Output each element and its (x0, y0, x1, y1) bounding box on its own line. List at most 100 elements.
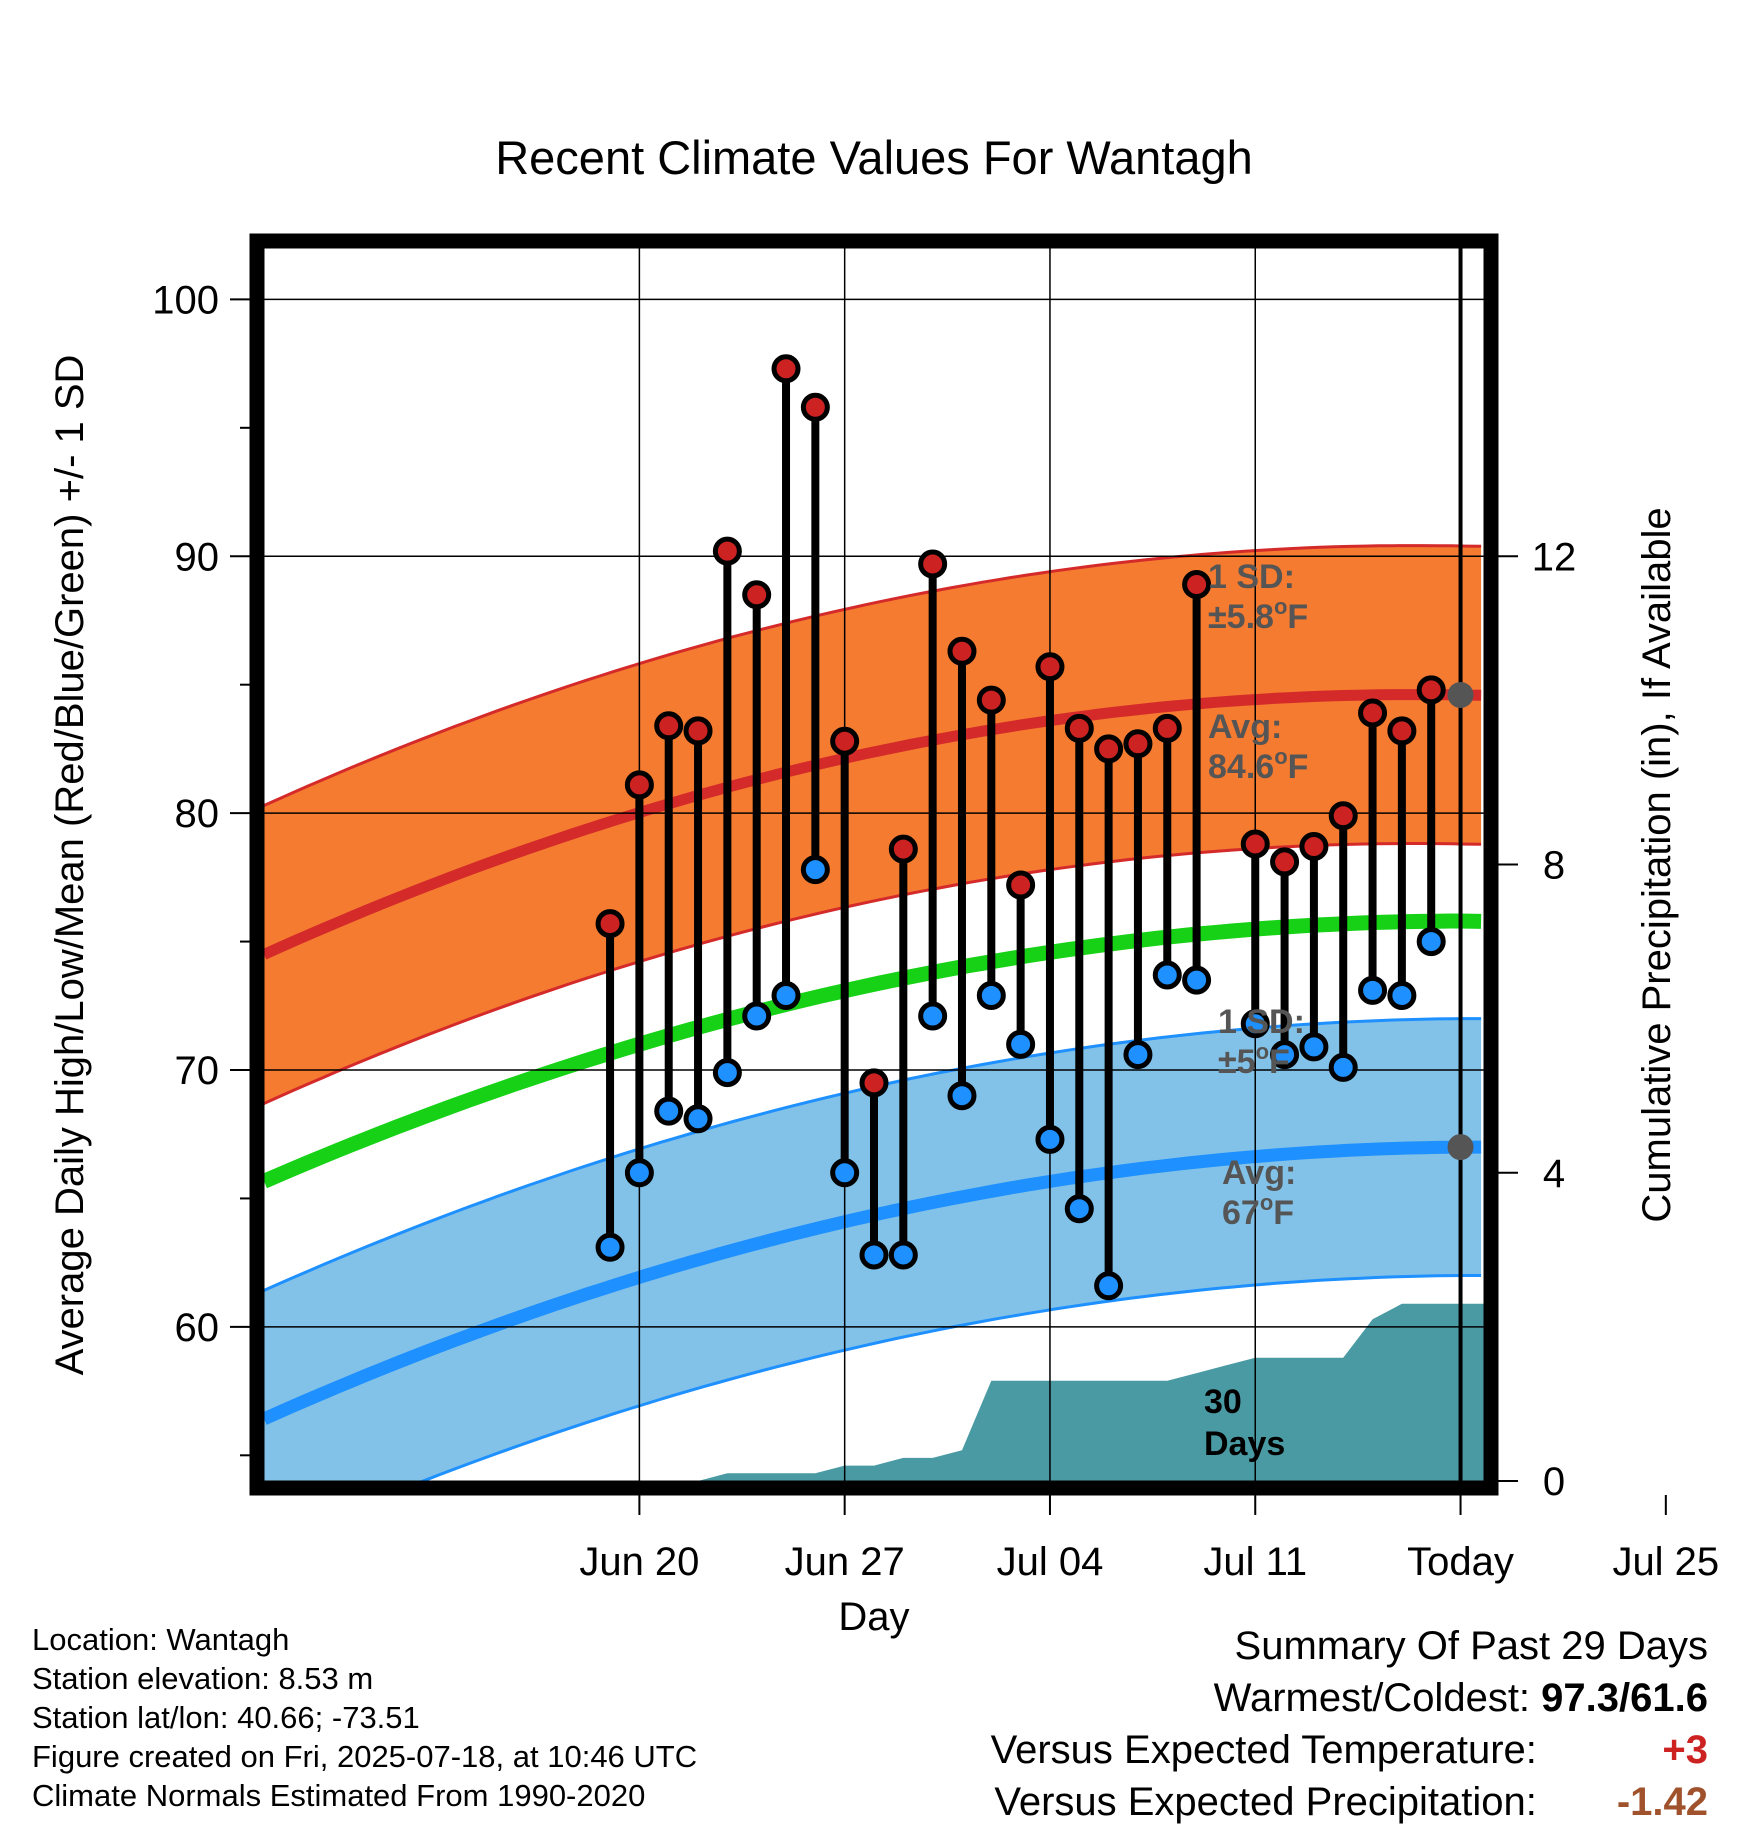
daily-low-point (1358, 975, 1388, 1005)
high-sd-annotation-value: ±5.8 (1208, 598, 1274, 636)
daily-low-point (947, 1081, 977, 1111)
normal-low-today-marker (1447, 1134, 1474, 1161)
warm-cold-label: Warmest/Coldest: (1213, 1676, 1531, 1720)
x-axis-label: Day (838, 1595, 909, 1639)
daily-high-point (888, 834, 918, 864)
y-tick-label-left: 60 (175, 1306, 220, 1350)
daily-low-point (1328, 1052, 1358, 1082)
daily-low-point (1152, 960, 1182, 990)
daily-high-point (742, 580, 772, 610)
normals-text: Climate Normals Estimated From 1990-2020 (32, 1778, 646, 1813)
precip-label: Versus Expected Precipitation: (994, 1780, 1537, 1824)
daily-low-point (595, 1232, 625, 1262)
y-tick-label-right: 4 (1543, 1152, 1565, 1196)
low-avg-annotation-line1: Avg: (1222, 1154, 1296, 1192)
daily-low-point (888, 1240, 918, 1270)
warm-cold-value: 97.3/61.6 (1541, 1676, 1708, 1720)
daily-low-point (1240, 1009, 1270, 1039)
normal-mean-line (264, 913, 1482, 1189)
daily-low-point (1270, 1040, 1300, 1070)
daily-low-point (1064, 1194, 1094, 1224)
station-info: Location: Wantagh Station elevation: 8.5… (32, 1620, 697, 1815)
daily-low-point (830, 1158, 860, 1188)
low-sd-annotation-degree: o (1256, 1039, 1269, 1064)
precip-annotation-line2: Days (1204, 1425, 1285, 1463)
y-tick-label-left: 70 (175, 1049, 220, 1093)
daily-low-point (1299, 1032, 1329, 1062)
x-tick-label: Jun 20 (579, 1540, 699, 1584)
daily-high-point (595, 909, 625, 939)
high-avg-annotation-line1: Avg: (1208, 708, 1282, 746)
low-avg-annotation-value: 67 (1222, 1194, 1260, 1232)
high-avg-annotation-unit: F (1288, 748, 1309, 786)
high-sd-lower-edge (264, 842, 1482, 1105)
high-sd-annotation-unit: F (1287, 598, 1308, 636)
high-avg-annotation-value: 84.6 (1208, 748, 1274, 786)
temp-label: Versus Expected Temperature: (990, 1728, 1537, 1772)
high-sd-band (264, 545, 1482, 1104)
daily-high-point (1123, 729, 1153, 759)
low-avg-annotation-degree: o (1260, 1190, 1273, 1215)
daily-low-point (624, 1158, 654, 1188)
high-sd-upper-edge (264, 544, 1482, 807)
low-sd-annotation-line2: ±5oF (1218, 1039, 1290, 1081)
daily-high-point (1006, 870, 1036, 900)
precip-annotation-line1: 30 (1204, 1383, 1242, 1421)
daily-low-point (683, 1104, 713, 1134)
daily-high-point (1182, 570, 1212, 600)
y-tick-label-right: 0 (1543, 1460, 1565, 1504)
high-avg-annotation-degree: o (1274, 744, 1287, 769)
temp-row: Versus Expected Temperature: +3 (991, 1724, 1708, 1776)
created-text: Figure created on Fri, 2025-07-18, at 10… (32, 1739, 698, 1774)
y-tick-label-left: 90 (175, 535, 220, 579)
precip-value: -1.42 (1616, 1780, 1708, 1824)
daily-high-point (1328, 801, 1358, 831)
high-sd-annotation-line1: 1 SD: (1208, 558, 1295, 596)
low-avg-annotation-line2: 67oF (1222, 1190, 1294, 1232)
daily-low-point (742, 1001, 772, 1031)
x-tick-label: Today (1407, 1540, 1514, 1584)
summary-panel: Summary Of Past 29 Days Warmest/Coldest:… (991, 1620, 1708, 1828)
x-tick-label: Jul 04 (997, 1540, 1104, 1584)
location-text: Location: Wantagh (32, 1622, 290, 1657)
temp-value: +3 (1662, 1728, 1708, 1772)
low-sd-lower-edge (419, 1274, 1482, 1481)
daily-high-point (712, 536, 742, 566)
x-tick-label: Jul 11 (1203, 1540, 1307, 1584)
y-axis-label-right: Cumulative Precipitation (in), If Availa… (1635, 507, 1679, 1222)
daily-high-point (918, 549, 948, 579)
daily-high-point (1094, 734, 1124, 764)
daily-high-point (830, 726, 860, 756)
y-tick-label-right: 12 (1532, 535, 1577, 579)
daily-high-point (1240, 829, 1270, 859)
daily-low-point (1035, 1124, 1065, 1154)
daily-low-point (918, 1001, 948, 1031)
chart-title: Recent Climate Values For Wantagh (495, 131, 1253, 184)
high-sd-annotation-degree: o (1274, 594, 1287, 619)
daily-low-point (654, 1096, 684, 1126)
precip-area (580, 1303, 1484, 1481)
low-sd-annotation-unit: F (1269, 1043, 1290, 1081)
low-sd-annotation-value: ±5 (1218, 1043, 1256, 1081)
summary-title: Summary Of Past 29 Days (1234, 1624, 1708, 1668)
y-axis-label-left: Average Daily High/Low/Mean (Red/Blue/Gr… (48, 355, 92, 1376)
high-sd-annotation-line2: ±5.8oF (1208, 594, 1308, 636)
low-avg-annotation-unit: F (1273, 1194, 1294, 1232)
latlon-text: Station lat/lon: 40.66; -73.51 (32, 1700, 420, 1735)
daily-high-point (683, 716, 713, 746)
daily-high-point (1387, 716, 1417, 746)
daily-low-point (800, 855, 830, 885)
daily-high-point (1299, 832, 1329, 862)
x-tick-label: Jun 27 (785, 1540, 905, 1584)
normal-high-today-marker (1447, 681, 1474, 708)
daily-low-point (976, 981, 1006, 1011)
daily-high-point (947, 636, 977, 666)
daily-low-point (1094, 1271, 1124, 1301)
daily-high-point (624, 770, 654, 800)
daily-low-point (712, 1058, 742, 1088)
warm-cold-row: Warmest/Coldest: 97.3/61.6 (991, 1672, 1708, 1724)
elevation-text: Station elevation: 8.53 m (32, 1661, 374, 1696)
daily-low-point (1182, 965, 1212, 995)
daily-low-point (1123, 1040, 1153, 1070)
plot-frame (249, 233, 1499, 1496)
